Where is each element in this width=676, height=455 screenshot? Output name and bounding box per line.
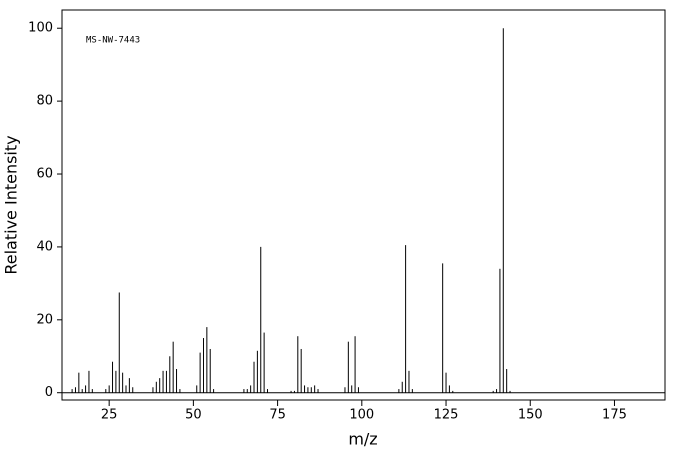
plot-frame (61, 9, 666, 401)
y-tick-label: 20 (36, 312, 53, 327)
x-tick-label: 175 (602, 408, 627, 423)
y-tick-label: 60 (36, 167, 53, 182)
annotation: MS-NW-7443 (86, 36, 140, 46)
y-tick-label: 80 (36, 94, 53, 109)
x-tick-label: 75 (269, 408, 286, 423)
x-tick-label: 100 (349, 408, 374, 423)
x-tick-label: 50 (185, 408, 202, 423)
x-tick-label: 150 (518, 408, 543, 423)
y-tick-label: 40 (36, 239, 53, 254)
y-axis-label: Relative Intensity (2, 135, 21, 274)
x-tick-label: 25 (101, 408, 118, 423)
y-tick-label: 100 (28, 21, 53, 36)
y-tick-label: 0 (45, 385, 53, 400)
x-tick-label: 125 (434, 408, 459, 423)
x-axis-label: m/z (348, 430, 377, 449)
